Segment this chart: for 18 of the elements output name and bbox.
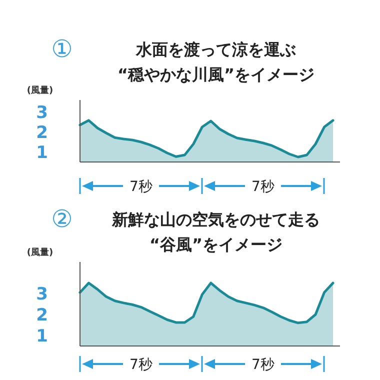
text: 7秒	[130, 179, 152, 195]
y-tick-label: 2	[36, 123, 48, 143]
y-tick-label: 3	[36, 103, 48, 123]
text: 7秒	[252, 179, 274, 195]
text: ②	[51, 205, 73, 233]
text: 7秒	[252, 357, 274, 373]
y-tick-label: 1	[36, 326, 48, 346]
y-tick-label: 3	[36, 284, 48, 304]
text: 7秒	[130, 357, 152, 373]
chart-subtitle: “谷風”をイメージ	[149, 235, 283, 254]
text: ①	[51, 35, 73, 63]
chart-title: 水面を渡って涼を運ぶ	[135, 40, 296, 59]
y-tick-label: 1	[36, 143, 48, 163]
y-tick-label: 2	[36, 306, 48, 326]
y-axis-title: (風量)	[26, 247, 54, 258]
y-axis-title: (風量)	[26, 85, 54, 96]
chart-title: 新鮮な山の空気をのせて走る	[111, 210, 320, 229]
chart-subtitle: “穏やかな川風”をイメージ	[117, 65, 315, 84]
